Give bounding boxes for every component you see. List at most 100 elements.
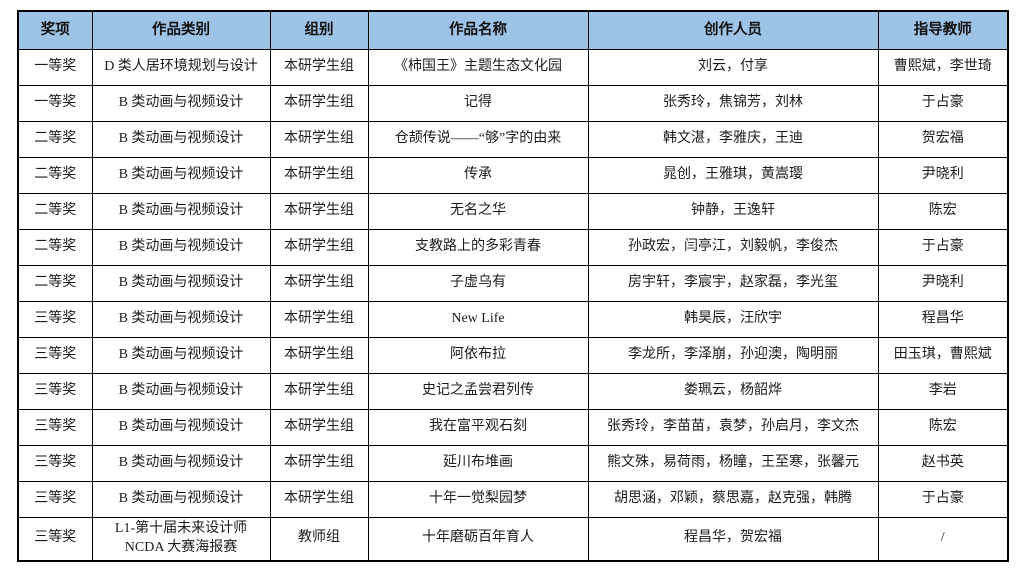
table-row: 三等奖 B 类动画与视频设计 本研学生组 我在富平观石刻 张秀玲，李苗苗，袁梦，… (17, 409, 1009, 446)
cell-category: B 类动画与视频设计 (91, 85, 271, 122)
table-row: 三等奖 B 类动画与视频设计 本研学生组 阿依布拉 李龙所，李泽崩，孙迎澳，陶明… (17, 337, 1009, 374)
cell-advisor: 贺宏福 (877, 121, 1009, 158)
cell-category: B 类动画与视频设计 (91, 409, 271, 446)
cell-title: 无名之华 (367, 193, 589, 230)
header-cell-award: 奖项 (17, 10, 93, 50)
cell-title: 延川布堆画 (367, 445, 589, 482)
table-row: 一等奖 D 类人居环境规划与设计 本研学生组 《柿国王》主题生态文化园 刘云，付… (17, 49, 1009, 86)
cell-group: 本研学生组 (269, 373, 369, 410)
cell-title: 十年一觉梨园梦 (367, 481, 589, 518)
cell-creators: 熊文殊，易荷雨，杨瞳，王至寒，张馨元 (587, 445, 879, 482)
cell-group: 本研学生组 (269, 157, 369, 194)
cell-title: 阿依布拉 (367, 337, 589, 374)
cell-title: 史记之孟尝君列传 (367, 373, 589, 410)
cell-advisor: 陈宏 (877, 409, 1009, 446)
cell-creators: 李龙所，李泽崩，孙迎澳，陶明丽 (587, 337, 879, 374)
cell-advisor: 于占豪 (877, 229, 1009, 266)
header-cell-title: 作品名称 (367, 10, 589, 50)
cell-award: 一等奖 (17, 85, 93, 122)
cell-creators: 房宇轩，李宸宇，赵家磊，李光玺 (587, 265, 879, 302)
cell-award: 二等奖 (17, 265, 93, 302)
cell-award: 三等奖 (17, 445, 93, 482)
cell-award: 二等奖 (17, 157, 93, 194)
cell-advisor: 赵书英 (877, 445, 1009, 482)
cell-advisor: 尹晓利 (877, 157, 1009, 194)
cell-creators: 晁创，王雅琪，黄嵩璎 (587, 157, 879, 194)
awards-table: 奖项 作品类别 组别 作品名称 创作人员 指导教师 一等奖 D 类人居环境规划与… (17, 10, 1009, 562)
cell-award: 二等奖 (17, 121, 93, 158)
cell-advisor: 程昌华 (877, 301, 1009, 338)
cell-award: 三等奖 (17, 409, 93, 446)
cell-creators: 程昌华，贺宏福 (587, 516, 879, 562)
cell-title: 传承 (367, 157, 589, 194)
cell-category: B 类动画与视频设计 (91, 265, 271, 302)
table-row: 二等奖 B 类动画与视频设计 本研学生组 子虚乌有 房宇轩，李宸宇，赵家磊，李光… (17, 265, 1009, 302)
cell-group: 本研学生组 (269, 49, 369, 86)
table-row: 三等奖 B 类动画与视频设计 本研学生组 史记之孟尝君列传 娄珮云，杨韶烨 李岩 (17, 373, 1009, 410)
cell-group: 本研学生组 (269, 337, 369, 374)
cell-category: B 类动画与视频设计 (91, 229, 271, 266)
cell-title: 我在富平观石刻 (367, 409, 589, 446)
cell-creators: 胡思涵，邓颖，蔡思嘉，赵克强，韩腾 (587, 481, 879, 518)
table-row: 二等奖 B 类动画与视频设计 本研学生组 传承 晁创，王雅琪，黄嵩璎 尹晓利 (17, 157, 1009, 194)
cell-creators: 韩文湛，李雅庆，王迪 (587, 121, 879, 158)
cell-title: 子虚乌有 (367, 265, 589, 302)
cell-creators: 娄珮云，杨韶烨 (587, 373, 879, 410)
cell-title: 十年磨砺百年育人 (367, 516, 589, 562)
cell-category: B 类动画与视频设计 (91, 481, 271, 518)
cell-group: 本研学生组 (269, 445, 369, 482)
cell-advisor: / (877, 516, 1009, 562)
cell-category: B 类动画与视频设计 (91, 301, 271, 338)
table-row: 三等奖 B 类动画与视频设计 本研学生组 延川布堆画 熊文殊，易荷雨，杨瞳，王至… (17, 445, 1009, 482)
cell-award: 三等奖 (17, 373, 93, 410)
table-body: 一等奖 D 类人居环境规划与设计 本研学生组 《柿国王》主题生态文化园 刘云，付… (17, 49, 1009, 562)
cell-category: B 类动画与视频设计 (91, 157, 271, 194)
cell-creators: 孙政宏，闫亭江，刘毅帆，李俊杰 (587, 229, 879, 266)
header-cell-advisor: 指导教师 (877, 10, 1009, 50)
header-cell-group: 组别 (269, 10, 369, 50)
header-cell-category: 作品类别 (91, 10, 271, 50)
cell-group: 本研学生组 (269, 121, 369, 158)
table-row: 三等奖 B 类动画与视频设计 本研学生组 New Life 韩昊辰，汪欣宇 程昌… (17, 301, 1009, 338)
table-row: 二等奖 B 类动画与视频设计 本研学生组 无名之华 钟静，王逸轩 陈宏 (17, 193, 1009, 230)
cell-award: 三等奖 (17, 301, 93, 338)
cell-group: 教师组 (269, 516, 369, 562)
cell-category: B 类动画与视频设计 (91, 445, 271, 482)
cell-creators: 刘云，付享 (587, 49, 879, 86)
table-row: 三等奖 L1-第十届未来设计师 NCDA 大赛海报赛 教师组 十年磨砺百年育人 … (17, 516, 1009, 562)
cell-group: 本研学生组 (269, 229, 369, 266)
cell-category: D 类人居环境规划与设计 (91, 49, 271, 86)
cell-title: 《柿国王》主题生态文化园 (367, 49, 589, 86)
cell-creators: 钟静，王逸轩 (587, 193, 879, 230)
cell-group: 本研学生组 (269, 301, 369, 338)
cell-group: 本研学生组 (269, 265, 369, 302)
cell-category: B 类动画与视频设计 (91, 337, 271, 374)
cell-category: B 类动画与视频设计 (91, 193, 271, 230)
cell-advisor: 于占豪 (877, 481, 1009, 518)
cell-creators: 张秀玲，李苗苗，袁梦，孙启月，李文杰 (587, 409, 879, 446)
cell-title: 仓颉传说——“够”字的由来 (367, 121, 589, 158)
cell-advisor: 李岩 (877, 373, 1009, 410)
cell-advisor: 尹晓利 (877, 265, 1009, 302)
cell-group: 本研学生组 (269, 85, 369, 122)
cell-award: 三等奖 (17, 516, 93, 562)
cell-creators: 张秀玲，焦锦芳，刘林 (587, 85, 879, 122)
cell-group: 本研学生组 (269, 481, 369, 518)
table-row: 三等奖 B 类动画与视频设计 本研学生组 十年一觉梨园梦 胡思涵，邓颖，蔡思嘉，… (17, 481, 1009, 518)
cell-title: 记得 (367, 85, 589, 122)
cell-group: 本研学生组 (269, 409, 369, 446)
cell-advisor: 于占豪 (877, 85, 1009, 122)
table-row: 一等奖 B 类动画与视频设计 本研学生组 记得 张秀玲，焦锦芳，刘林 于占豪 (17, 85, 1009, 122)
cell-creators: 韩昊辰，汪欣宇 (587, 301, 879, 338)
cell-award: 二等奖 (17, 229, 93, 266)
cell-title: 支教路上的多彩青春 (367, 229, 589, 266)
cell-category: B 类动画与视频设计 (91, 121, 271, 158)
cell-award: 一等奖 (17, 49, 93, 86)
cell-category: L1-第十届未来设计师 NCDA 大赛海报赛 (91, 516, 271, 562)
header-row: 奖项 作品类别 组别 作品名称 创作人员 指导教师 (17, 10, 1009, 50)
cell-award: 三等奖 (17, 337, 93, 374)
header-cell-creators: 创作人员 (587, 10, 879, 50)
table-row: 二等奖 B 类动画与视频设计 本研学生组 支教路上的多彩青春 孙政宏，闫亭江，刘… (17, 229, 1009, 266)
cell-title: New Life (367, 301, 589, 338)
